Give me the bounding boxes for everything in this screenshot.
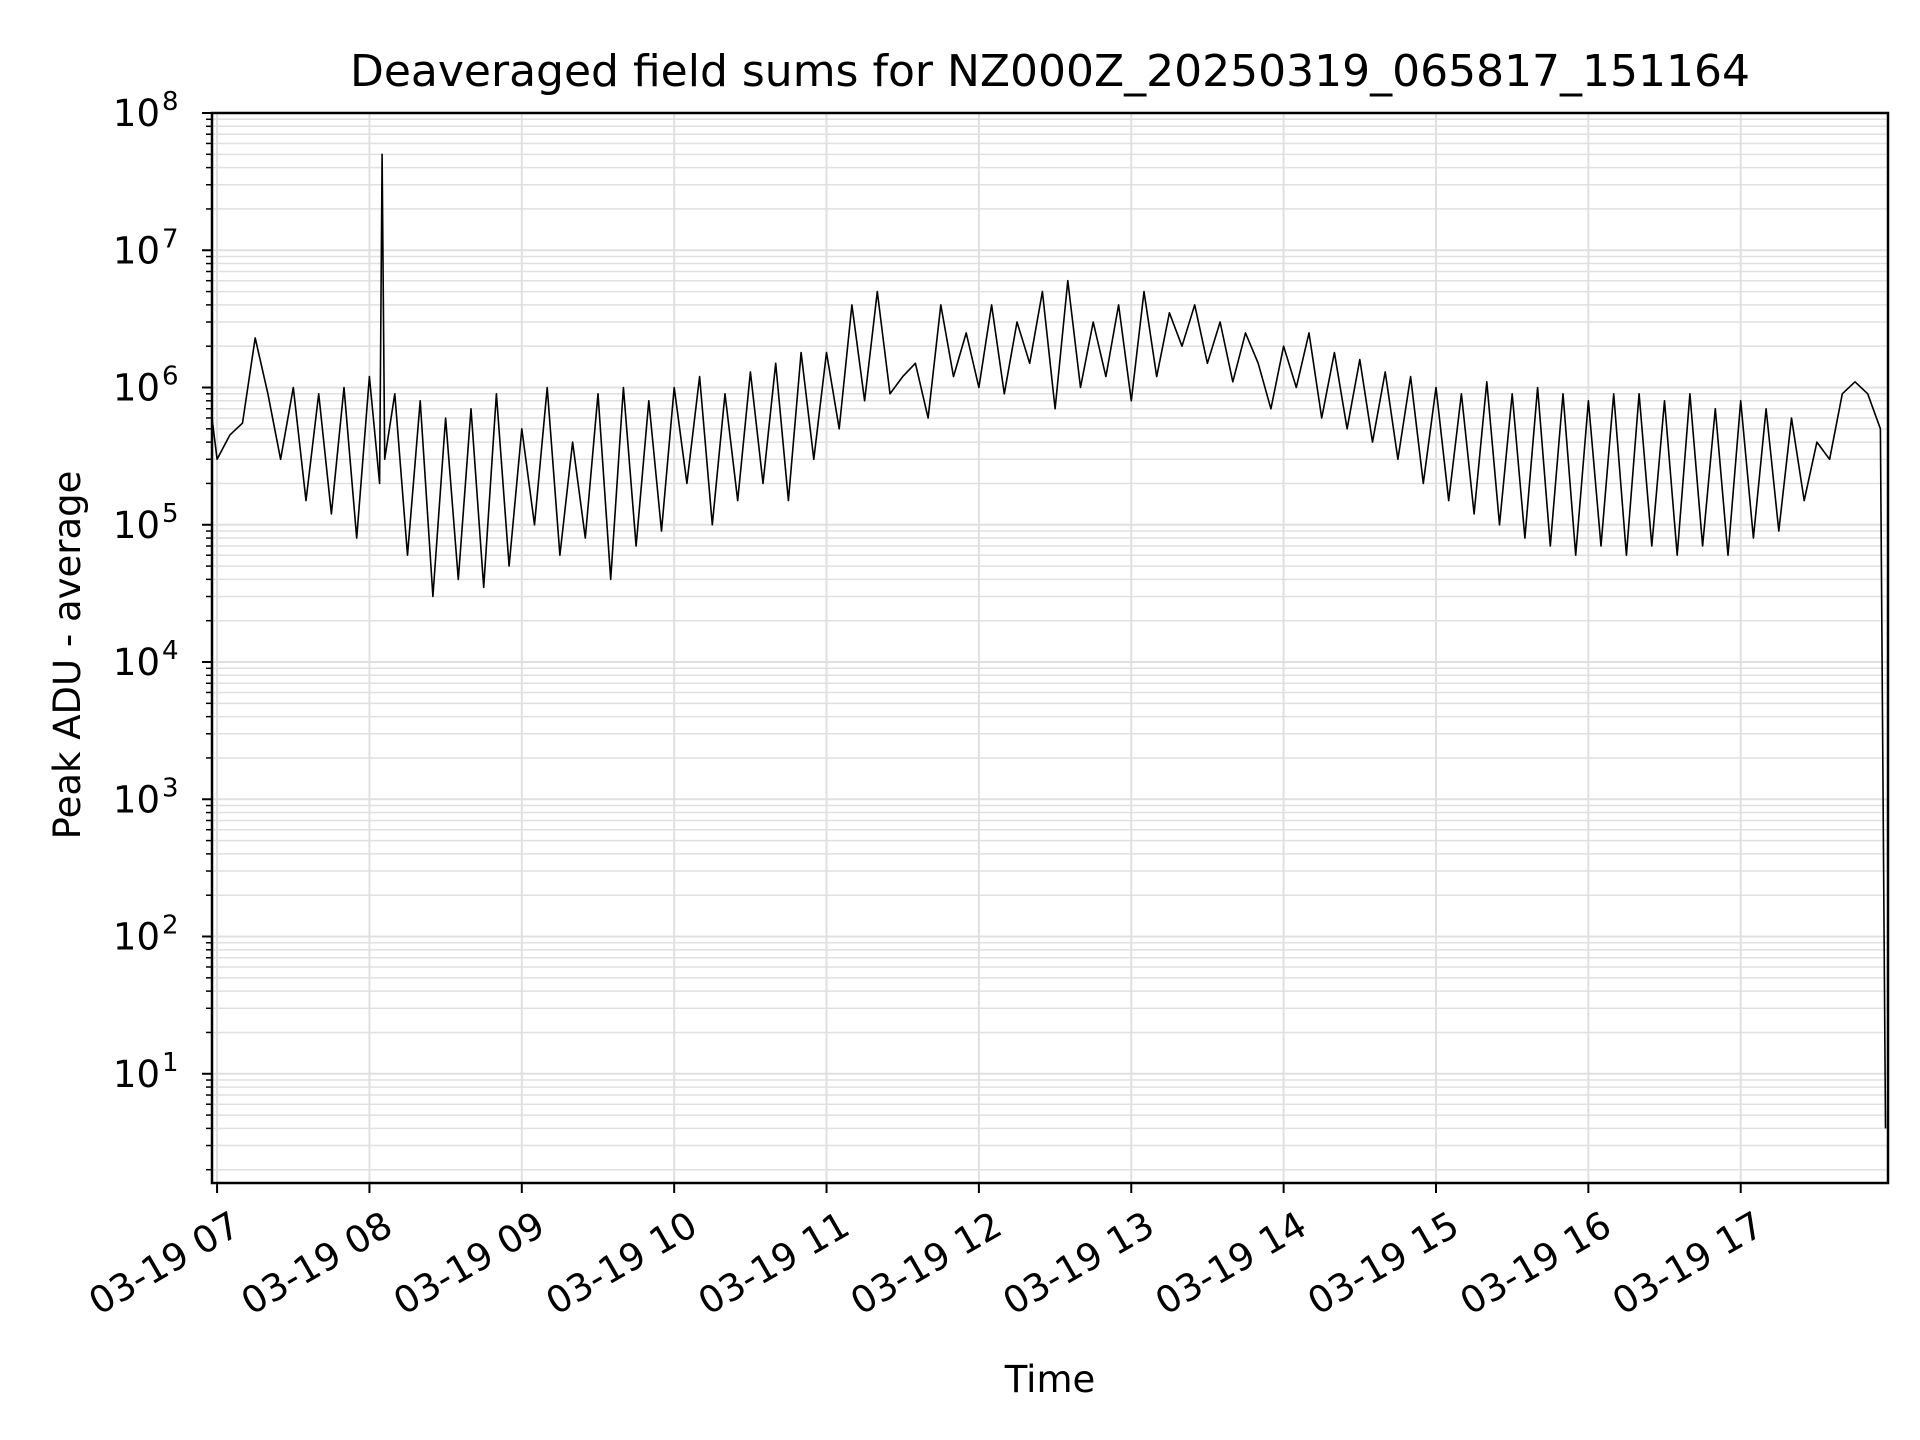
y-tick-exponent: 5 bbox=[162, 499, 179, 529]
y-tick-exponent: 6 bbox=[162, 362, 179, 392]
y-tick-label: 10 bbox=[113, 641, 160, 684]
y-tick-label: 10 bbox=[113, 504, 160, 547]
y-tick-label: 10 bbox=[113, 367, 160, 410]
y-tick-label: 10 bbox=[113, 229, 160, 272]
series-line bbox=[211, 153, 1887, 1129]
y-tick-exponent: 1 bbox=[162, 1048, 179, 1078]
y-tick-exponent: 7 bbox=[162, 224, 179, 254]
y-tick-exponent: 4 bbox=[162, 636, 179, 666]
x-axis-label: Time bbox=[1004, 1358, 1096, 1401]
chart-title: Deaveraged field sums for NZ000Z_2025031… bbox=[350, 46, 1750, 97]
y-tick-label: 10 bbox=[113, 778, 160, 821]
y-axis-label: Peak ADU - average bbox=[46, 471, 89, 840]
y-tick-label: 10 bbox=[113, 1053, 160, 1096]
y-tick-label: 10 bbox=[113, 916, 160, 959]
y-tick-label: 10 bbox=[113, 92, 160, 135]
plot-frame bbox=[210, 111, 1890, 1185]
y-tick-exponent: 2 bbox=[162, 911, 179, 941]
y-tick-exponent: 8 bbox=[162, 87, 179, 117]
series-layer bbox=[211, 153, 1887, 1129]
y-tick-exponent: 3 bbox=[162, 773, 179, 803]
